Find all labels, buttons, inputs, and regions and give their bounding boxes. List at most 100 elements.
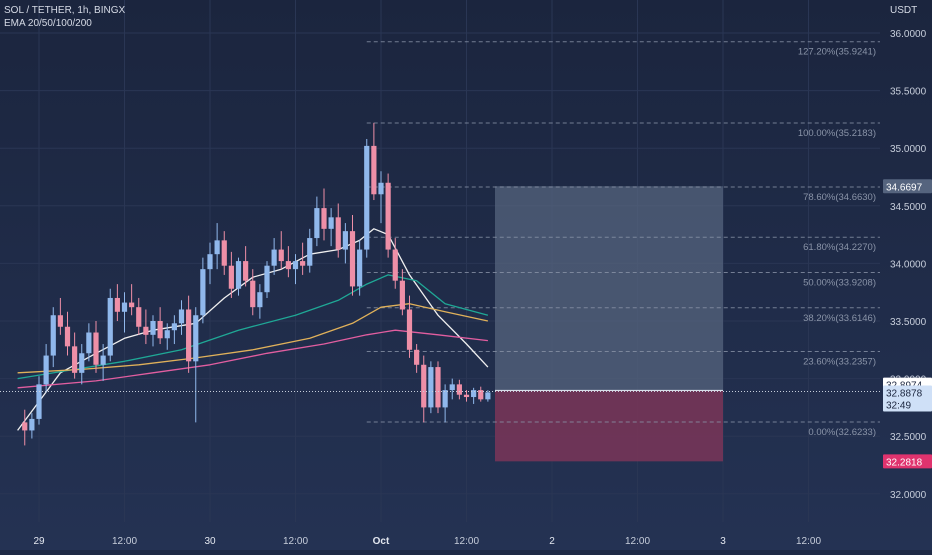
candle-body [335, 217, 341, 250]
candle-body [456, 384, 462, 395]
candle-body [292, 261, 299, 270]
indicator-label[interactable]: EMA 20/50/100/200 [4, 18, 92, 29]
candle-body [243, 261, 249, 281]
candle-body [43, 355, 49, 385]
currency-label: USDT [890, 5, 917, 16]
fib-level-label: 50.00%(33.9208) [803, 278, 876, 289]
ema-line [17, 274, 489, 380]
time-tick-label: 12:00 [796, 536, 821, 547]
symbol-title[interactable]: SOL / TETHER, 1h, BINGX [4, 5, 126, 16]
candle-body [250, 280, 256, 308]
target-price-label-bg [883, 179, 932, 194]
candle-body [449, 384, 455, 391]
target-price-label: 34.6697 [886, 182, 923, 193]
ema-line [17, 303, 489, 374]
candle-body [86, 332, 92, 354]
candle-body [136, 307, 142, 327]
candle-body [307, 238, 313, 266]
candle-body [186, 309, 192, 362]
candle-body [22, 422, 28, 431]
price-tick-label: 33.5000 [890, 317, 927, 328]
candle-body [214, 240, 220, 255]
candle-body [442, 390, 448, 408]
time-tick-label: 12:00 [283, 536, 308, 547]
current-price-label-bg [883, 385, 932, 412]
time-tick-label: 12:00 [454, 536, 479, 547]
candle-body [150, 321, 156, 335]
candle-body [471, 390, 477, 398]
candle-body [72, 346, 78, 373]
countdown-label: 32:49 [886, 401, 911, 412]
candle-body [164, 330, 170, 339]
candle-body [421, 364, 427, 408]
long-position-tool[interactable] [495, 186, 723, 462]
candle-body [435, 367, 441, 408]
time-axis[interactable]: 29 12:00 30 12:00 Oct 12:00 2 12:00 3 12:00 [33, 536, 821, 547]
fib-level-label: 78.60%(34.6630) [803, 192, 876, 203]
candle-body [328, 217, 334, 229]
candle-body [50, 315, 56, 356]
time-tick-label: 29 [33, 536, 45, 547]
fib-level-label: 0.00%(32.6233) [808, 427, 876, 438]
candle-body [228, 265, 234, 289]
stop-price-label-bg [883, 454, 932, 469]
candle-body [36, 384, 42, 419]
price-tick-label: 35.5000 [890, 87, 927, 98]
candle-body [121, 302, 128, 312]
candle-body [463, 394, 470, 398]
candle-body [278, 249, 284, 262]
candle-body [478, 390, 484, 400]
ema-line [17, 329, 488, 389]
time-tick-label: 30 [204, 536, 216, 547]
candle-body [178, 309, 185, 324]
candles [22, 122, 491, 446]
candle-body [207, 254, 213, 270]
price-tick-label: 35.0000 [890, 144, 927, 155]
candle-body [143, 326, 149, 335]
candle-body [64, 326, 71, 347]
candle-body [57, 315, 63, 327]
chart-legend: SOL / TETHER, 1h, BINGX EMA 20/50/100/20… [4, 4, 125, 30]
fib-level-label: 127.20%(35.9241) [798, 47, 876, 58]
candle-body [314, 208, 320, 239]
loss-zone [495, 390, 723, 462]
candle-body [378, 182, 384, 195]
time-tick-label: 12:00 [625, 536, 650, 547]
candle-body [371, 145, 377, 195]
candle-body [485, 392, 491, 400]
fib-level-label: 23.60%(33.2357) [803, 356, 876, 367]
candle-body [392, 249, 398, 281]
candle-body [29, 418, 35, 431]
candle-body [414, 349, 420, 365]
fib-level-label: 100.00%(35.2183) [798, 128, 876, 139]
fib-retracement[interactable]: 127.20%(35.9241) 100.00%(35.2183) 78.60%(3… [366, 41, 880, 438]
candle-body [100, 355, 106, 365]
candle-body [342, 231, 348, 250]
time-tick-label: 3 [720, 536, 726, 547]
candle-body [107, 297, 113, 356]
price-tick-label: 36.0000 [890, 29, 927, 40]
candle-body [385, 182, 391, 250]
candle-body [406, 309, 413, 350]
candle-body [349, 231, 356, 287]
candle-body [157, 321, 163, 339]
price-tick-label: 34.5000 [890, 202, 927, 213]
time-tick-label: Oct [373, 536, 390, 547]
candle-body [285, 261, 291, 270]
profit-zone [495, 186, 723, 391]
candle-body [221, 240, 227, 266]
candle-body [200, 269, 206, 316]
candle-body [357, 249, 363, 287]
candle-body [93, 332, 99, 365]
stop-price-label: 32.2818 [886, 457, 923, 468]
candle-body [321, 208, 327, 229]
candle-body [264, 265, 270, 293]
candle-body [428, 367, 434, 408]
candle-body [193, 315, 199, 362]
fib-level-label: 38.20%(33.6146) [803, 313, 876, 324]
fib-level-label: 61.80%(34.2270) [803, 242, 876, 253]
candle-body [79, 353, 85, 373]
